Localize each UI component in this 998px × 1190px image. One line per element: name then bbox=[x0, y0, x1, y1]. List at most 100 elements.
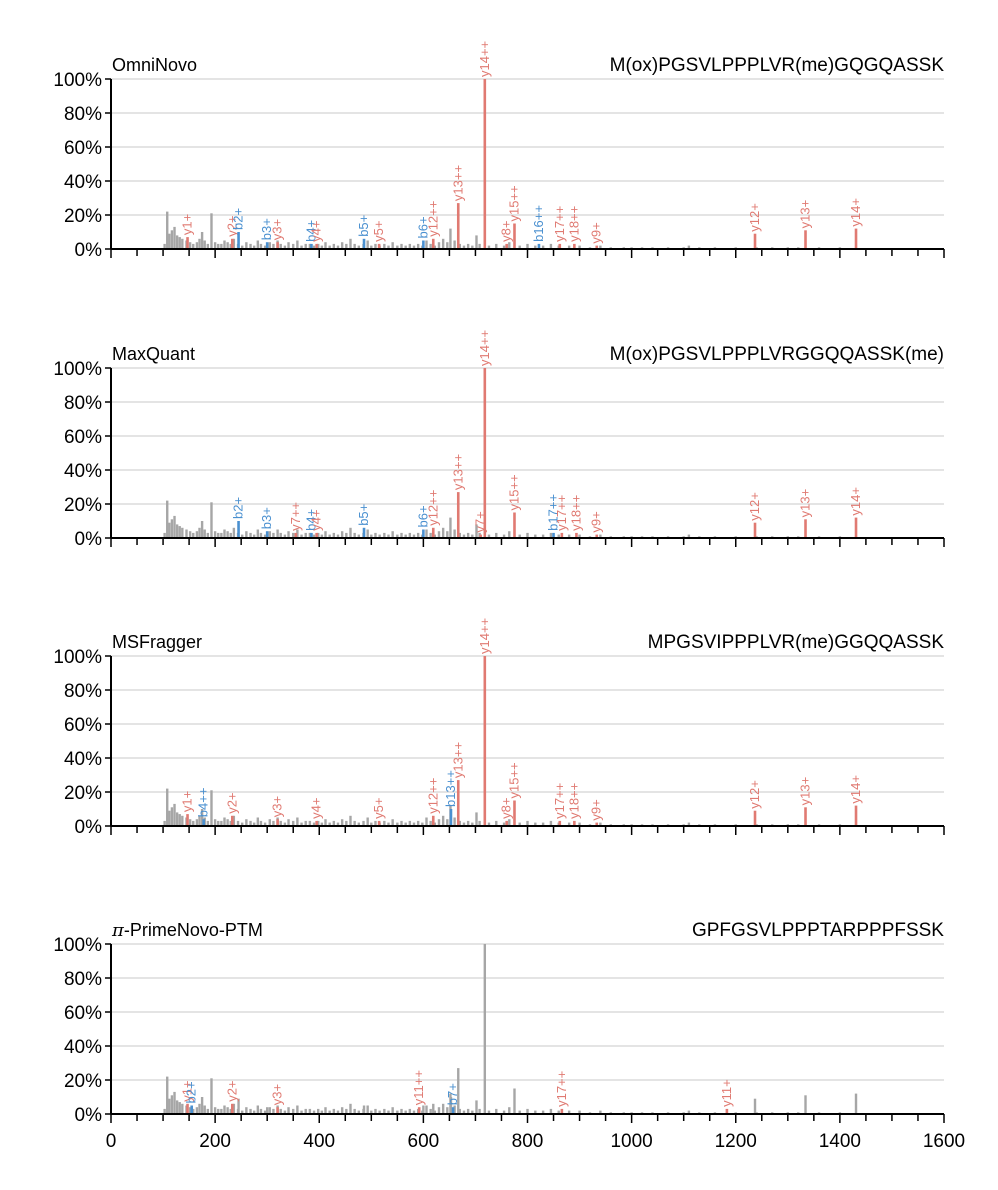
peak-label: y3+ bbox=[270, 1084, 285, 1105]
peak-label: y8+ bbox=[499, 221, 514, 242]
peak-label: y14++ bbox=[477, 618, 492, 654]
peak-label: y4+ bbox=[309, 221, 324, 242]
peak-label: b3+ bbox=[259, 218, 274, 240]
y-tick-label: 80% bbox=[64, 681, 102, 702]
y-tick-label: 0% bbox=[75, 817, 103, 838]
y-tick-label: 100% bbox=[53, 647, 102, 668]
y-tick-label: 80% bbox=[64, 393, 102, 414]
peak-label: y4+ bbox=[309, 510, 324, 531]
peak-label: y12++ bbox=[425, 778, 440, 814]
peak-label: y1+ bbox=[180, 1080, 195, 1101]
spectrum-panel-4: y1+b2+ y2+ y3+ y11++ b7+ y17++ y11+ 0% 20% 40% 60%… bbox=[53, 920, 965, 1152]
peak-label: y18++ bbox=[566, 783, 581, 819]
peak-label: y13++ bbox=[450, 165, 465, 201]
y-tick-label: 20% bbox=[64, 495, 102, 516]
peak-label: b6+ bbox=[415, 216, 430, 238]
peak-label: y17++ bbox=[554, 495, 569, 531]
spectrum-panel-1: y1+ y2+b2+ b3+y3+ b4+y4+ b5+ y5+ b6+y12++ y13++… bbox=[53, 41, 945, 261]
y-tick-label: 40% bbox=[64, 749, 102, 770]
y-tick-label: 0% bbox=[75, 1105, 103, 1126]
peak-label: b13++ bbox=[443, 770, 458, 807]
peptide-sequence: MPGSVIPPPLVR(me)GGQQASSK bbox=[648, 632, 945, 653]
peak-label: y13++ bbox=[450, 454, 465, 490]
peak-label: y15++ bbox=[506, 762, 521, 798]
peak-label: y14+ bbox=[848, 775, 863, 804]
y-tick-label: 40% bbox=[64, 1037, 102, 1058]
peak-label: y9+ bbox=[589, 799, 604, 820]
peak-label: y8+ bbox=[499, 798, 514, 819]
peak-label: y4+ bbox=[309, 798, 324, 819]
y-tick-label: 60% bbox=[64, 715, 102, 736]
peak-label: y7++ bbox=[288, 502, 303, 531]
peak-label: y13+ bbox=[798, 200, 813, 229]
y-tick-label: 100% bbox=[53, 70, 102, 91]
y-tick-label: 100% bbox=[53, 935, 102, 956]
y-tick-label: 60% bbox=[64, 138, 102, 159]
y-tick-label: 40% bbox=[64, 172, 102, 193]
y-tick-label: 80% bbox=[64, 969, 102, 990]
peptide-sequence: M(ox)PGSVLPPPLVRGGQQASSK(me) bbox=[610, 344, 944, 365]
peak-label: b4+ bbox=[303, 220, 318, 242]
peak-label: y2+ bbox=[224, 215, 239, 236]
peak-label: b4++ bbox=[196, 788, 211, 818]
peak-label: y2+ bbox=[224, 1080, 239, 1101]
peptide-sequence: M(ox)PGSVLPPPLVR(me)GQGQASSK bbox=[610, 55, 945, 76]
y-tick-label: 60% bbox=[64, 1003, 102, 1024]
peak-label: b2+ bbox=[184, 1081, 199, 1103]
peak-label: b4+ bbox=[303, 509, 318, 531]
tool-name: MaxQuant bbox=[112, 344, 195, 364]
peak-label: y13+ bbox=[798, 777, 813, 806]
x-tick-label: 1400 bbox=[819, 1131, 861, 1152]
peak-label: y13+ bbox=[798, 489, 813, 518]
peak-label: y18++ bbox=[566, 206, 581, 242]
peak-label: y11+ bbox=[719, 1079, 734, 1107]
tool-name: OmniNovo bbox=[112, 55, 197, 75]
x-tick-label: 1600 bbox=[923, 1131, 965, 1152]
peak-label: y15++ bbox=[506, 474, 521, 510]
peak-label: y15++ bbox=[506, 185, 521, 221]
peak-label: y5+ bbox=[371, 798, 386, 819]
x-tick-label: 0 bbox=[106, 1131, 117, 1152]
peak-label: y14++ bbox=[477, 41, 492, 77]
peak-label: y1+ bbox=[180, 791, 195, 812]
y-tick-label: 20% bbox=[64, 206, 102, 227]
peak-label: y18++ bbox=[568, 495, 583, 531]
y-tick-label: 60% bbox=[64, 427, 102, 448]
peak-label: b6+ bbox=[415, 505, 430, 527]
tool-name: MSFragger bbox=[112, 632, 202, 652]
peak-label: y14++ bbox=[477, 330, 492, 366]
spectrum-panel-2: b2+ b3+ y7++ b4+y4+ b5+ b6+y12++ y13++ y14++ y7+… bbox=[53, 330, 945, 550]
peak-label: b16++ bbox=[531, 205, 546, 242]
x-tick-label: 800 bbox=[512, 1131, 544, 1152]
y-tick-label: 20% bbox=[64, 1071, 102, 1092]
y-tick-label: 40% bbox=[64, 461, 102, 482]
peak-label: y5+ bbox=[371, 221, 386, 242]
peak-label: y14+ bbox=[848, 198, 863, 227]
peak-label: y12+ bbox=[747, 492, 762, 521]
peak-label: b5+ bbox=[356, 215, 371, 237]
peak-label: b3+ bbox=[259, 507, 274, 529]
peak-label: y12+ bbox=[747, 203, 762, 232]
peak-label: y17++ bbox=[552, 206, 567, 242]
y-tick-label: 0% bbox=[75, 529, 103, 550]
peak-label: b2+ bbox=[231, 208, 246, 230]
peak-label: b5+ bbox=[356, 504, 371, 526]
peak-label: y7+ bbox=[473, 511, 488, 532]
x-tick-label: 1200 bbox=[715, 1131, 757, 1152]
x-tick-label: 400 bbox=[303, 1131, 335, 1152]
y-tick-label: 0% bbox=[75, 240, 103, 261]
peak-label: y14+ bbox=[848, 487, 863, 516]
peak-label: b17++ bbox=[546, 494, 561, 531]
spectrum-panel-3: y1+ b4++ y2+ y3+ y4+ y5+ y12++ b13++y13++ y14++ y… bbox=[53, 618, 945, 838]
peptide-sequence: GPFGSVLPPPTARPPPFSSK bbox=[692, 920, 944, 941]
peak-label: y13++ bbox=[450, 742, 465, 778]
y-tick-label: 80% bbox=[64, 104, 102, 125]
y-tick-label: 100% bbox=[53, 359, 102, 380]
y-tick-label: 20% bbox=[64, 783, 102, 804]
peak-label: y3+ bbox=[270, 219, 285, 240]
peak-label: y17++ bbox=[554, 1071, 569, 1107]
peak-label: b2+ bbox=[231, 497, 246, 519]
peak-label: y12++ bbox=[425, 490, 440, 526]
